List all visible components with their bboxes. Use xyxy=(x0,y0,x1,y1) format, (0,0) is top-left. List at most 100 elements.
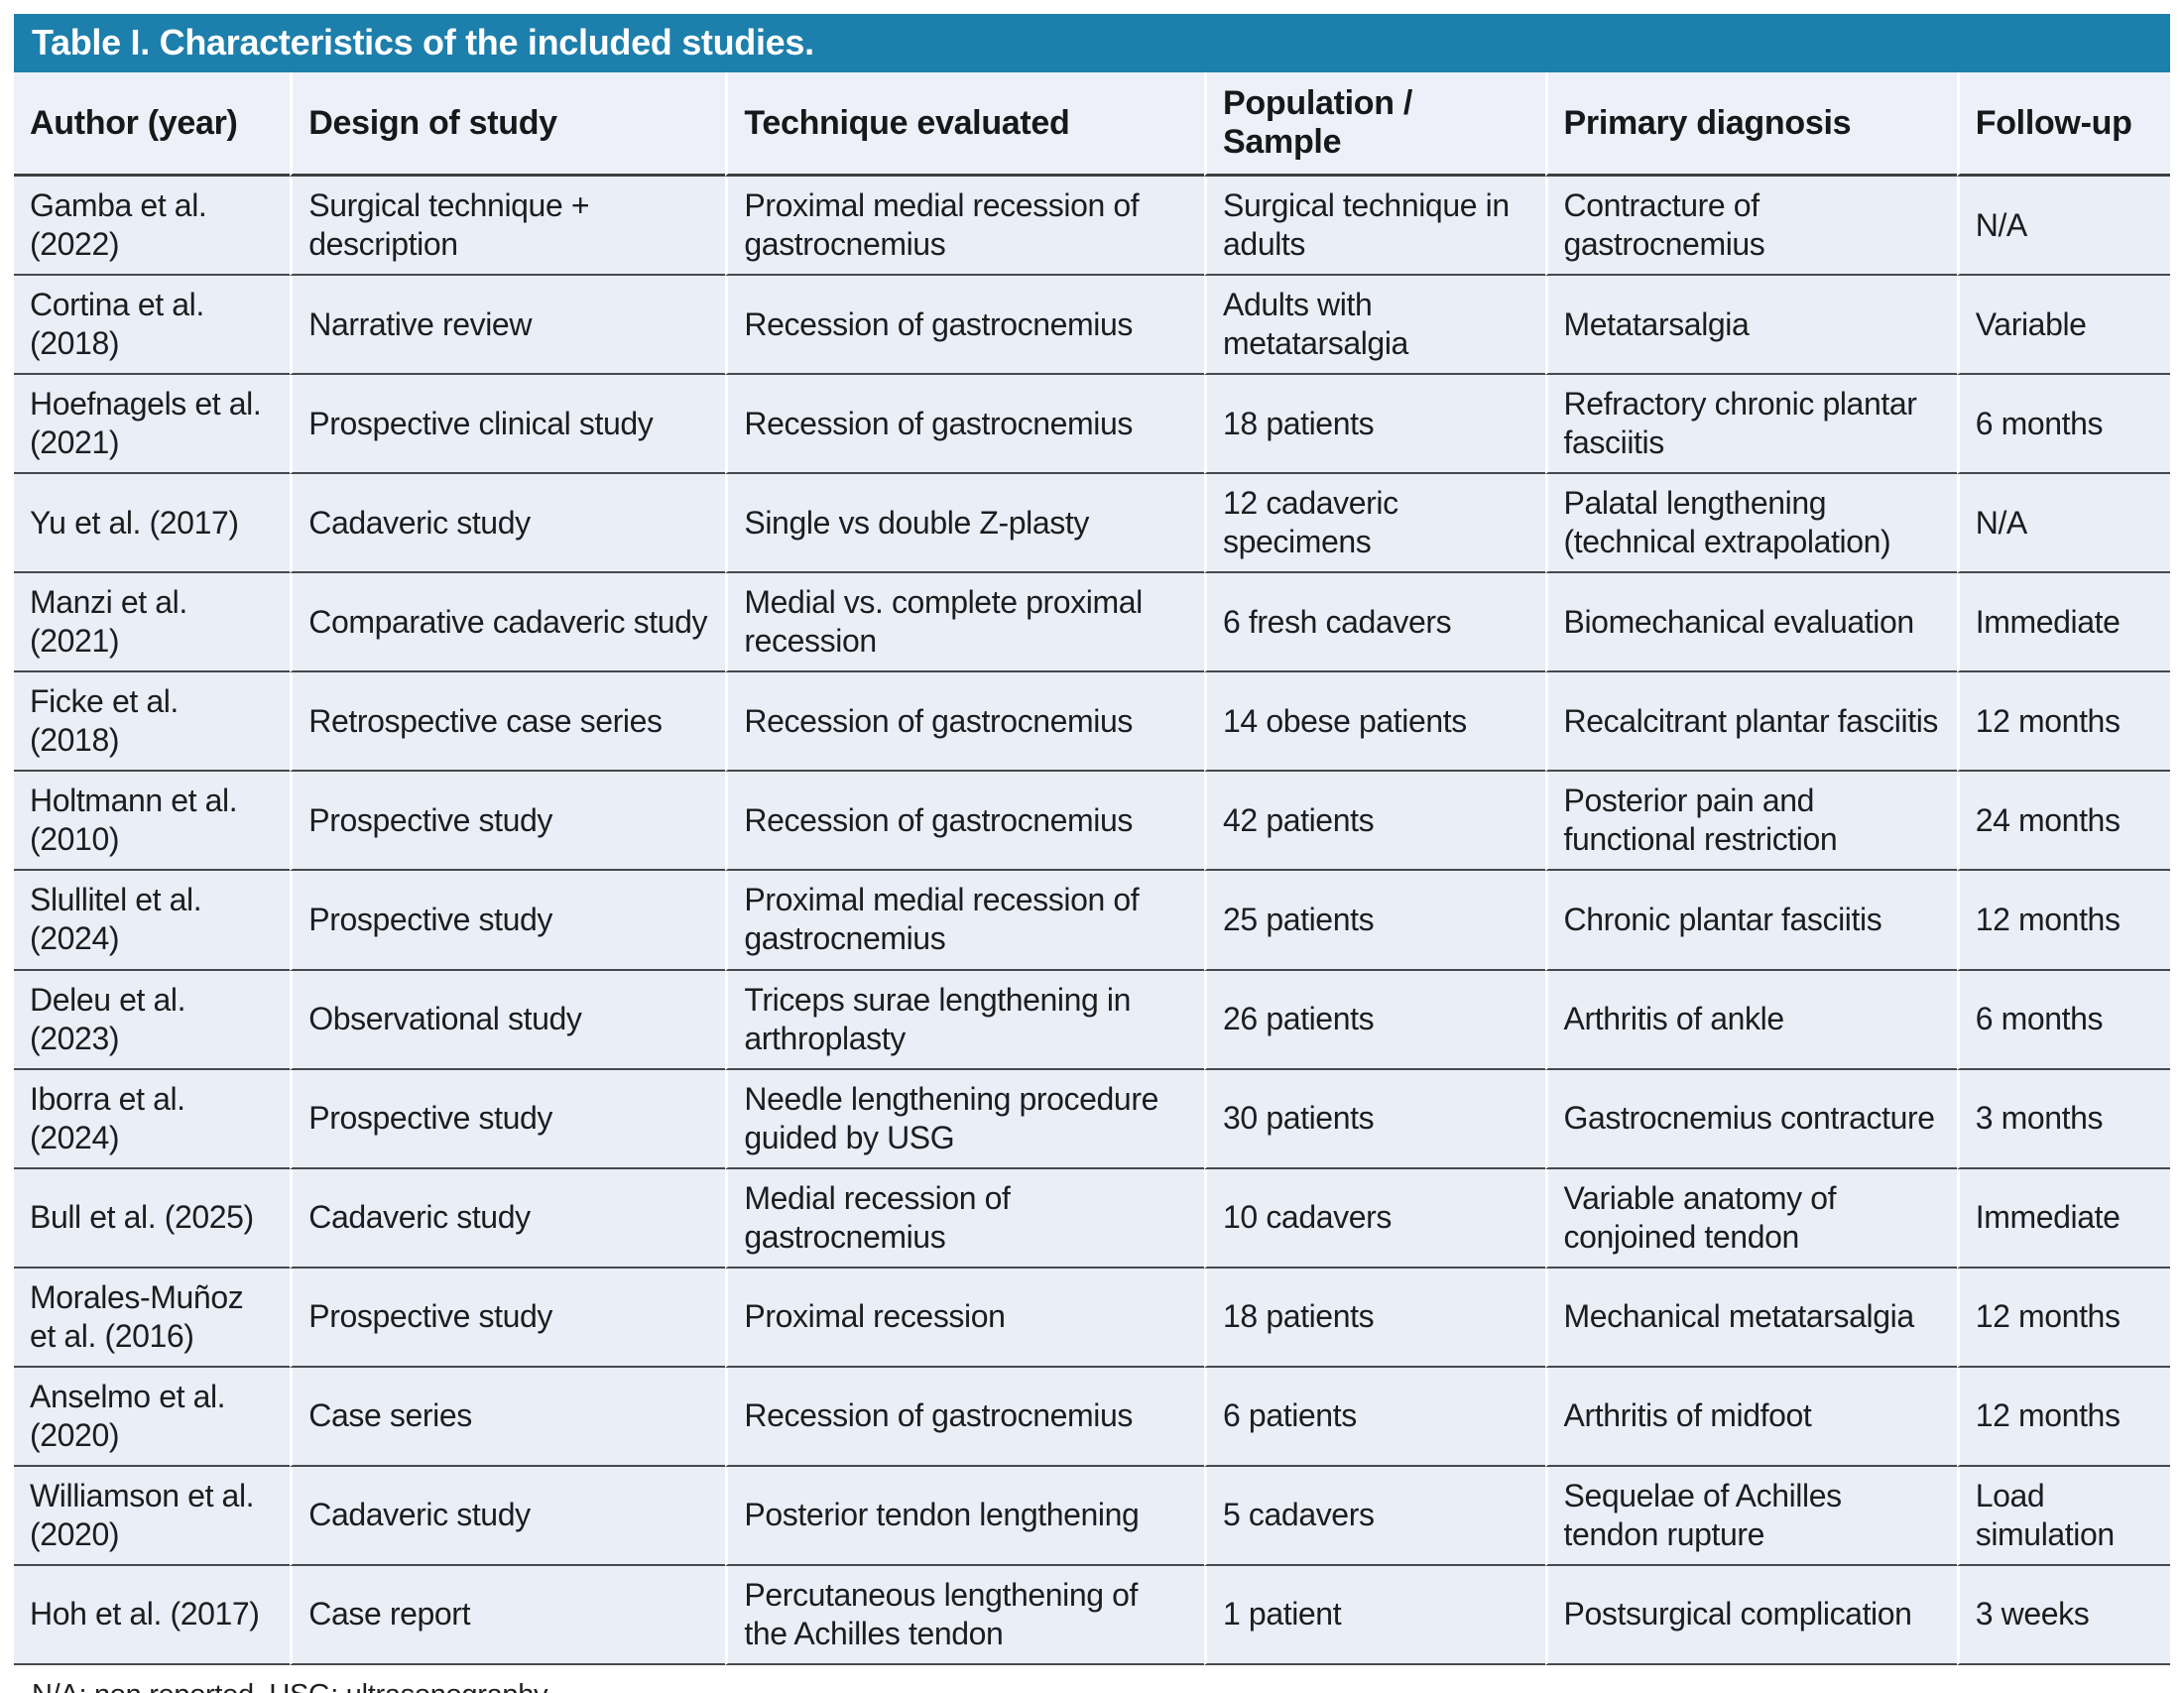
table-row: Ficke et al. (2018) Retrospective case se… xyxy=(14,672,2170,773)
cell-follow-up: 6 months xyxy=(1956,970,2170,1070)
cell-follow-up: 12 months xyxy=(1956,1268,2170,1368)
cell-technique-evaluated: Proximal recession xyxy=(725,1268,1205,1368)
cell-design-of-study: Cadaveric study xyxy=(290,1168,726,1269)
cell-author-year: Anselmo et al. (2020) xyxy=(14,1367,291,1467)
cell-technique-evaluated: Recession of gastrocnemius xyxy=(725,672,1205,773)
cell-population-sample: 18 patients xyxy=(1204,1268,1545,1368)
cell-author-year: Bull et al. (2025) xyxy=(14,1168,291,1269)
cell-follow-up: 12 months xyxy=(1956,672,2170,773)
table-row: Gamba et al. (2022) Surgical technique + … xyxy=(14,177,2170,277)
cell-follow-up: Immediate xyxy=(1956,1168,2170,1269)
cell-technique-evaluated: Proximal medial recession of gastrocnemi… xyxy=(725,177,1205,277)
cell-population-sample: 26 patients xyxy=(1204,970,1545,1070)
cell-primary-diagnosis: Arthritis of midfoot xyxy=(1544,1367,1957,1467)
cell-author-year: Ficke et al. (2018) xyxy=(14,672,291,773)
cell-primary-diagnosis: Chronic plantar fasciitis xyxy=(1544,871,1957,971)
cell-follow-up: 3 weeks xyxy=(1956,1565,2170,1665)
table-row: Hoh et al. (2017) Case report Percutaneous… xyxy=(14,1565,2170,1665)
cell-primary-diagnosis: Palatal lengthening (technical extrapola… xyxy=(1544,474,1957,574)
cell-design-of-study: Prospective study xyxy=(290,1069,726,1169)
cell-design-of-study: Case report xyxy=(290,1565,726,1665)
cell-follow-up: N/A xyxy=(1956,474,2170,574)
cell-follow-up: 6 months xyxy=(1956,375,2170,475)
cell-technique-evaluated: Recession of gastrocnemius xyxy=(725,375,1205,475)
cell-population-sample: 10 cadavers xyxy=(1204,1168,1545,1269)
cell-population-sample: 12 cadaveric specimens xyxy=(1204,474,1545,574)
cell-follow-up: Variable xyxy=(1956,276,2170,376)
table-row: Hoefnagels et al. (2021) Prospective clin… xyxy=(14,375,2170,475)
cell-design-of-study: Prospective study xyxy=(290,871,726,971)
column-header-population-sample: Population / Sample xyxy=(1204,72,1545,177)
cell-author-year: Deleu et al. (2023) xyxy=(14,970,291,1070)
cell-author-year: Hoefnagels et al. (2021) xyxy=(14,375,291,475)
cell-population-sample: Surgical technique in adults xyxy=(1204,177,1545,277)
cell-follow-up: Immediate xyxy=(1956,573,2170,673)
cell-primary-diagnosis: Recalcitrant plantar fasciitis xyxy=(1544,672,1957,773)
cell-design-of-study: Prospective study xyxy=(290,772,726,872)
cell-design-of-study: Comparative cadaveric study xyxy=(290,573,726,673)
cell-population-sample: 6 fresh cadavers xyxy=(1204,573,1545,673)
cell-primary-diagnosis: Biomechanical evaluation xyxy=(1544,573,1957,673)
cell-design-of-study: Surgical technique + description xyxy=(290,177,726,277)
column-header-primary-diagnosis: Primary diagnosis xyxy=(1544,72,1957,177)
cell-design-of-study: Cadaveric study xyxy=(290,1466,726,1566)
column-header-follow-up: Follow-up xyxy=(1956,72,2170,177)
cell-primary-diagnosis: Posterior pain and functional restrictio… xyxy=(1544,772,1957,872)
cell-technique-evaluated: Posterior tendon lengthening xyxy=(725,1466,1205,1566)
cell-technique-evaluated: Triceps surae lengthening in arthroplast… xyxy=(725,970,1205,1070)
cell-primary-diagnosis: Arthritis of ankle xyxy=(1544,970,1957,1070)
cell-author-year: Williamson et al. (2020) xyxy=(14,1466,291,1566)
table-row: Cortina et al. (2018) Narrative review Rec… xyxy=(14,276,2170,376)
cell-population-sample: 30 patients xyxy=(1204,1069,1545,1169)
cell-technique-evaluated: Recession of gastrocnemius xyxy=(725,1367,1205,1467)
cell-author-year: Slullitel et al. (2024) xyxy=(14,871,291,971)
cell-technique-evaluated: Percutaneous lengthening of the Achilles… xyxy=(725,1565,1205,1665)
table-row: Yu et al. (2017) Cadaveric study Single vs… xyxy=(14,474,2170,574)
cell-primary-diagnosis: Sequelae of Achilles tendon rupture xyxy=(1544,1466,1957,1566)
table-title: Table I. Characteristics of the included… xyxy=(32,22,814,62)
table-row: Holtmann et al. (2010) Prospective study R… xyxy=(14,772,2170,872)
cell-design-of-study: Case series xyxy=(290,1367,726,1467)
table-row: Slullitel et al. (2024) Prospective study… xyxy=(14,871,2170,971)
table-body: Gamba et al. (2022) Surgical technique + … xyxy=(14,177,2170,1665)
table-row: Williamson et al. (2020) Cadaveric study P… xyxy=(14,1466,2170,1566)
table-row: Deleu et al. (2023) Observational study Tr… xyxy=(14,970,2170,1070)
cell-follow-up: 3 months xyxy=(1956,1069,2170,1169)
cell-follow-up: 24 months xyxy=(1956,772,2170,872)
cell-author-year: Hoh et al. (2017) xyxy=(14,1565,291,1665)
cell-follow-up: N/A xyxy=(1956,177,2170,277)
cell-primary-diagnosis: Gastrocnemius contracture xyxy=(1544,1069,1957,1169)
cell-author-year: Morales-Muñoz et al. (2016) xyxy=(14,1268,291,1368)
cell-design-of-study: Narrative review xyxy=(290,276,726,376)
table-row: Anselmo et al. (2020) Case series Recessio… xyxy=(14,1367,2170,1467)
cell-primary-diagnosis: Variable anatomy of conjoined tendon xyxy=(1544,1168,1957,1269)
studies-table-grid: Author (year) Design of study Technique ev… xyxy=(14,72,2170,1665)
table-footnote: N/A: non reported. USG: ultrasonography. xyxy=(14,1665,2170,1693)
table-title-bar: Table I. Characteristics of the included… xyxy=(14,14,2170,72)
cell-population-sample: 42 patients xyxy=(1204,772,1545,872)
cell-population-sample: 6 patients xyxy=(1204,1367,1545,1467)
cell-design-of-study: Retrospective case series xyxy=(290,672,726,773)
cell-follow-up: 12 months xyxy=(1956,871,2170,971)
cell-follow-up: 12 months xyxy=(1956,1367,2170,1467)
cell-design-of-study: Prospective clinical study xyxy=(290,375,726,475)
cell-population-sample: 18 patients xyxy=(1204,375,1545,475)
header-row: Author (year) Design of study Technique ev… xyxy=(14,72,2170,177)
cell-primary-diagnosis: Metatarsalgia xyxy=(1544,276,1957,376)
cell-design-of-study: Observational study xyxy=(290,970,726,1070)
cell-author-year: Manzi et al. (2021) xyxy=(14,573,291,673)
cell-technique-evaluated: Recession of gastrocnemius xyxy=(725,772,1205,872)
column-header-technique-evaluated: Technique evaluated xyxy=(725,72,1205,177)
cell-technique-evaluated: Needle lengthening procedure guided by U… xyxy=(725,1069,1205,1169)
cell-primary-diagnosis: Postsurgical complication xyxy=(1544,1565,1957,1665)
cell-technique-evaluated: Single vs double Z-plasty xyxy=(725,474,1205,574)
cell-primary-diagnosis: Refractory chronic plantar fasciitis xyxy=(1544,375,1957,475)
table-row: Bull et al. (2025) Cadaveric study Medial … xyxy=(14,1168,2170,1269)
cell-author-year: Iborra et al. (2024) xyxy=(14,1069,291,1169)
cell-population-sample: 14 obese patients xyxy=(1204,672,1545,773)
cell-design-of-study: Cadaveric study xyxy=(290,474,726,574)
cell-technique-evaluated: Recession of gastrocnemius xyxy=(725,276,1205,376)
table-row: Morales-Muñoz et al. (2016) Prospective s… xyxy=(14,1268,2170,1368)
cell-primary-diagnosis: Mechanical metatarsalgia xyxy=(1544,1268,1957,1368)
